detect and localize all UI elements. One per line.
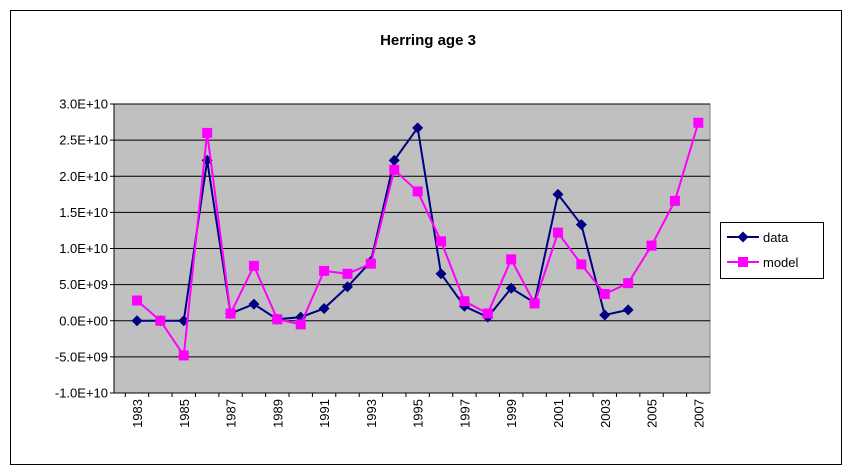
x-tick-label: 2003: [598, 399, 613, 428]
chart-title: Herring age 3: [380, 32, 476, 49]
data-point: [552, 227, 563, 238]
data-point: [342, 268, 353, 279]
data-point: [599, 309, 611, 321]
x-tick-label: 1999: [504, 399, 519, 428]
y-tick-label: 1.0E+10: [59, 241, 108, 256]
data-point: [599, 289, 610, 300]
x-tick-label: 1989: [270, 399, 285, 428]
data-point: [622, 304, 634, 316]
y-tick-label: -5.0E+09: [55, 349, 108, 364]
data-point: [506, 254, 517, 265]
legend-label: model: [763, 255, 799, 270]
y-tick-label: 2.5E+10: [59, 133, 108, 148]
data-point: [272, 314, 283, 325]
y-tick-label: -1.0E+10: [55, 386, 108, 401]
data-point: [505, 282, 517, 294]
data-point: [178, 350, 189, 361]
legend-label: data: [763, 230, 789, 245]
x-tick-label: 1983: [130, 399, 145, 428]
data-point: [365, 258, 376, 269]
data-point: [389, 164, 400, 175]
data-point: [202, 127, 213, 138]
data-point: [436, 236, 447, 247]
x-tick-label: 1995: [411, 399, 426, 428]
data-point: [295, 319, 306, 330]
x-tick-label: 1993: [364, 399, 379, 428]
data-point: [412, 122, 424, 134]
data-point: [248, 298, 260, 310]
data-point: [623, 278, 634, 289]
data-point: [412, 186, 423, 197]
x-tick-label: 2007: [691, 399, 706, 428]
x-tick-label: 1985: [177, 399, 192, 428]
data-point: [646, 240, 657, 251]
data-point: [459, 296, 470, 307]
data-point: [576, 259, 587, 270]
y-tick-label: 0.0E+00: [59, 313, 108, 328]
data-point: [341, 281, 353, 293]
series-line: [136, 125, 629, 322]
data-point: [529, 298, 540, 309]
data-point: [693, 117, 704, 128]
x-tick-label: 1987: [224, 399, 239, 428]
y-tick-label: 2.0E+10: [59, 169, 108, 184]
data-point: [248, 260, 259, 271]
x-tick-label: 2005: [645, 399, 660, 428]
data-point: [319, 265, 330, 276]
data-point: [482, 308, 493, 319]
legend-box: [720, 222, 824, 279]
data-point: [669, 195, 680, 206]
y-tick-label: 1.5E+10: [59, 205, 108, 220]
data-point: [155, 315, 166, 326]
data-point: [131, 315, 143, 327]
data-point: [737, 231, 749, 243]
data-point: [552, 188, 564, 200]
x-tick-label: 2001: [551, 399, 566, 428]
data-point: [435, 268, 447, 280]
data-point: [318, 302, 330, 314]
data-point: [575, 219, 587, 231]
y-tick-label: 5.0E+09: [59, 277, 108, 292]
y-tick-label: 3.0E+10: [59, 97, 108, 112]
data-point: [738, 257, 748, 267]
data-point: [131, 295, 142, 306]
x-tick-label: 1991: [317, 399, 332, 428]
data-point: [388, 154, 400, 166]
data-point: [225, 308, 236, 319]
x-tick-label: 1997: [457, 399, 472, 428]
